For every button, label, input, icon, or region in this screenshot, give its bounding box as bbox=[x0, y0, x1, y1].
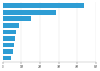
Bar bbox=[3, 30, 16, 34]
Bar bbox=[3, 36, 15, 41]
Bar bbox=[3, 10, 56, 15]
Bar bbox=[3, 56, 11, 60]
Bar bbox=[3, 43, 14, 47]
Bar bbox=[3, 3, 84, 8]
Bar bbox=[3, 49, 13, 54]
Bar bbox=[3, 23, 19, 28]
Bar bbox=[3, 16, 31, 21]
